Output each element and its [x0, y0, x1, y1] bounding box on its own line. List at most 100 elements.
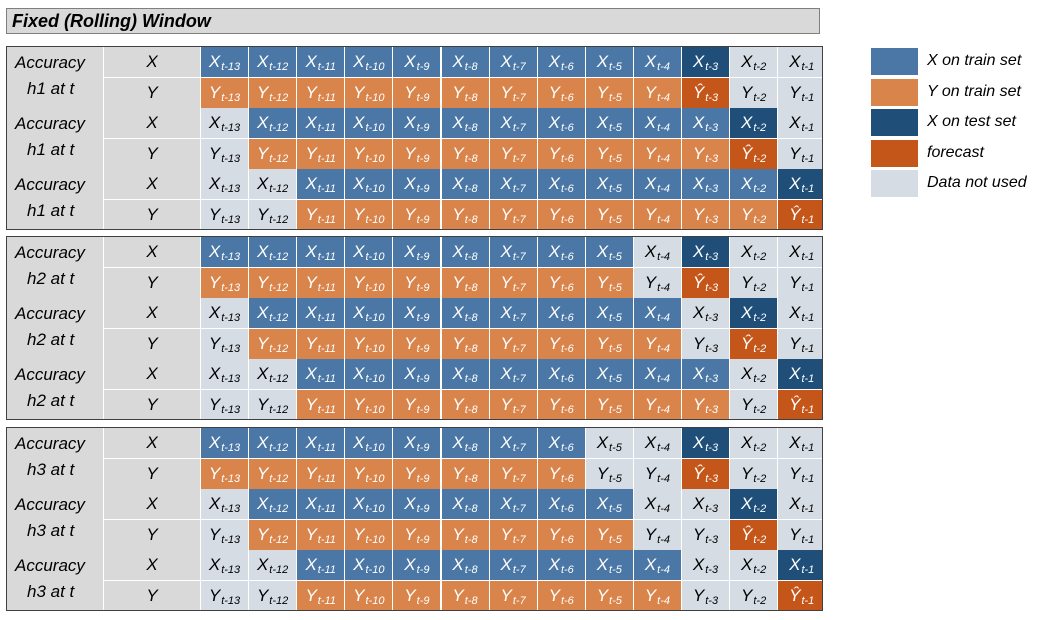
- window-block-2: Accuracy h2 at t X Xt-13 Xt-12 Xt-11 Xt-10 Xt-9…: [6, 236, 823, 420]
- legend-label: X on test set: [927, 113, 1016, 130]
- y-cell: Yt-5: [585, 458, 633, 489]
- x-cell: Xt-9: [393, 298, 441, 328]
- y-cell: Yt-10: [345, 267, 393, 298]
- y-row-label: Y: [104, 580, 200, 610]
- y-cell: Yt-8: [441, 519, 489, 550]
- x-cell: Xt-4: [633, 359, 681, 389]
- y-cell: Yt-10: [345, 519, 393, 550]
- y-row-label: Y: [104, 458, 200, 489]
- x-cell: Xt-2: [730, 428, 778, 458]
- y-cell: Yt-11: [297, 199, 345, 229]
- x-cell: Xt-6: [537, 47, 585, 77]
- x-cell: Xt-2: [730, 169, 778, 199]
- y-cell: Ŷt-1: [778, 580, 822, 610]
- x-cell: Xt-11: [297, 359, 345, 389]
- group-label-line2: h3 at t: [27, 460, 75, 479]
- x-cell: Xt-13: [201, 359, 248, 389]
- y-cell: Yt-12: [249, 267, 297, 298]
- y-cell: Yt-7: [489, 199, 537, 229]
- y-cell: Yt-6: [537, 77, 585, 108]
- x-row-label: X: [104, 237, 200, 267]
- x-cell: Xt-12: [249, 47, 297, 77]
- x-cell: Xt-3: [682, 489, 729, 519]
- y-cell: Yt-13: [201, 138, 248, 169]
- y-cell: Yt-2: [730, 267, 778, 298]
- y-cell: Yt-10: [345, 77, 393, 108]
- x-cell: Xt-11: [297, 489, 345, 519]
- x-cell: Xt-8: [441, 169, 489, 199]
- group-label-line1: Accuracy: [15, 434, 85, 453]
- x-cell: Xt-12: [249, 298, 297, 328]
- y-cell: Yt-11: [297, 458, 345, 489]
- y-cell: Yt-10: [345, 458, 393, 489]
- y-cell: Ŷt-1: [778, 199, 822, 229]
- y-cell: Ŷt-3: [682, 77, 729, 108]
- x-cell: Xt-5: [585, 550, 633, 580]
- group-label-line2: h2 at t: [27, 391, 75, 410]
- x-cell: Xt-13: [201, 550, 248, 580]
- group-label: Accuracy h2 at t: [7, 359, 103, 419]
- y-cell: Yt-9: [393, 267, 441, 298]
- y-cell: Yt-6: [537, 519, 585, 550]
- y-cell: Yt-7: [489, 580, 537, 610]
- x-cell: Xt-13: [201, 298, 248, 328]
- x-cell: Xt-13: [201, 169, 248, 199]
- y-cell: Yt-7: [489, 389, 537, 419]
- x-cell: Xt-2: [730, 47, 778, 77]
- y-cell: Yt-3: [682, 389, 729, 419]
- y-row-label: Y: [104, 519, 200, 550]
- x-cell: Xt-9: [393, 428, 441, 458]
- x-cell: Xt-9: [393, 489, 441, 519]
- x-cell: Xt-3: [682, 298, 729, 328]
- y-cell: Yt-8: [441, 458, 489, 489]
- y-cell: Yt-13: [201, 458, 248, 489]
- x-row-label: X: [104, 550, 200, 580]
- y-cell: Yt-2: [730, 458, 778, 489]
- x-cell: Xt-12: [249, 359, 297, 389]
- x-cell: Xt-12: [249, 550, 297, 580]
- y-cell: Yt-4: [633, 77, 681, 108]
- y-cell: Yt-6: [537, 389, 585, 419]
- x-cell: Xt-9: [393, 47, 441, 77]
- y-cell: Yt-11: [297, 580, 345, 610]
- x-cell: Xt-8: [441, 359, 489, 389]
- x-cell: Xt-8: [441, 489, 489, 519]
- y-cell: Yt-6: [537, 199, 585, 229]
- group-label-line1: Accuracy: [15, 114, 85, 133]
- y-cell: Yt-12: [249, 328, 297, 359]
- x-cell: Xt-10: [345, 428, 393, 458]
- legend-label: X on train set: [927, 52, 1022, 69]
- y-cell: Yt-10: [345, 328, 393, 359]
- x-cell: Xt-13: [201, 489, 248, 519]
- x-cell: Xt-11: [297, 47, 345, 77]
- y-cell: Yt-7: [489, 267, 537, 298]
- x-cell: Xt-3: [682, 428, 729, 458]
- group-label-line1: Accuracy: [15, 304, 85, 323]
- y-cell: Yt-13: [201, 267, 248, 298]
- x-cell: Xt-4: [633, 108, 681, 138]
- y-cell: Yt-12: [249, 580, 297, 610]
- x-row-label: X: [104, 428, 200, 458]
- x-row-label: X: [104, 169, 200, 199]
- x-cell: Xt-8: [441, 108, 489, 138]
- legend-swatch: [871, 139, 918, 167]
- x-cell: Xt-6: [537, 298, 585, 328]
- x-cell: Xt-1: [778, 298, 822, 328]
- group-label: Accuracy h3 at t: [7, 489, 103, 550]
- y-cell: Yt-7: [489, 458, 537, 489]
- x-cell: Xt-4: [633, 237, 681, 267]
- group-label-line1: Accuracy: [15, 365, 85, 384]
- x-cell: Xt-5: [585, 237, 633, 267]
- x-cell: Xt-9: [393, 169, 441, 199]
- y-cell: Yt-9: [393, 519, 441, 550]
- y-cell: Yt-9: [393, 199, 441, 229]
- x-cell: Xt-12: [249, 237, 297, 267]
- y-cell: Ŷt-2: [730, 519, 778, 550]
- y-cell: Yt-11: [297, 138, 345, 169]
- x-cell: Xt-7: [489, 550, 537, 580]
- x-cell: Xt-7: [489, 169, 537, 199]
- y-cell: Yt-8: [441, 138, 489, 169]
- group-label-line2: h3 at t: [27, 582, 75, 601]
- y-cell: Ŷt-1: [778, 389, 822, 419]
- group-label-line2: h2 at t: [27, 330, 75, 349]
